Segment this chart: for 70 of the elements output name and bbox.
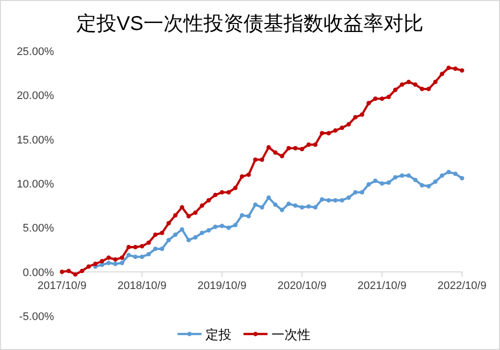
point — [313, 205, 318, 210]
point — [173, 232, 178, 237]
point — [320, 197, 324, 202]
point — [300, 205, 304, 210]
y-tick-label: 25.00% — [16, 46, 54, 58]
point — [200, 230, 204, 236]
point — [213, 224, 218, 229]
point — [353, 190, 358, 195]
point — [293, 203, 298, 208]
point — [180, 227, 184, 232]
point — [413, 178, 418, 182]
point — [140, 254, 144, 260]
point — [206, 228, 211, 233]
point — [153, 246, 158, 252]
point — [346, 195, 351, 200]
point — [253, 202, 258, 207]
point — [433, 180, 438, 184]
x-tick-label: 2022/10/9 — [438, 280, 486, 292]
x-tick-label: 2021/10/9 — [358, 280, 406, 292]
y-tick-label: 10.00% — [16, 178, 54, 190]
point — [133, 254, 138, 260]
y-tick-label: 0.00% — [22, 266, 54, 279]
y-tick-label: 5.00% — [22, 222, 54, 235]
point — [126, 252, 131, 258]
point — [106, 260, 111, 266]
point — [340, 198, 344, 202]
point — [446, 170, 451, 174]
point — [400, 173, 404, 178]
point — [420, 183, 424, 188]
point — [333, 198, 338, 202]
point — [366, 182, 371, 187]
point — [306, 204, 311, 209]
point — [113, 262, 118, 266]
point — [406, 173, 411, 178]
point — [193, 235, 198, 240]
point — [386, 180, 391, 185]
point — [426, 184, 431, 188]
point — [266, 195, 271, 200]
point — [246, 214, 251, 218]
point — [160, 246, 164, 252]
x-tick-label: 2017/10/9 — [38, 280, 86, 292]
point — [273, 202, 278, 207]
point — [393, 175, 398, 180]
x-tick-label: 2019/10/9 — [198, 280, 246, 292]
y-tick-label: 20.00% — [16, 90, 54, 102]
point — [280, 208, 284, 212]
legend-label: 一次性 — [272, 327, 310, 342]
point — [373, 178, 378, 184]
point — [360, 190, 364, 195]
point — [240, 213, 244, 218]
point — [220, 224, 224, 228]
point — [233, 222, 238, 228]
point — [186, 238, 191, 242]
y-tick-label: -5.00% — [19, 311, 54, 323]
x-tick-label: 2018/10/9 — [118, 280, 166, 292]
point — [146, 252, 151, 256]
point — [453, 172, 458, 176]
chart-title: 定投VS一次性投资债基指数收益率对比 — [76, 13, 424, 35]
point — [440, 173, 444, 178]
point — [460, 176, 464, 180]
point — [286, 202, 291, 206]
x-tick-label: 2020/10/9 — [278, 280, 326, 292]
point — [226, 225, 231, 230]
point — [380, 181, 384, 186]
point — [166, 238, 171, 242]
point — [120, 260, 124, 266]
legend-label: 定投 — [206, 327, 232, 342]
y-tick-label: 15.00% — [16, 134, 54, 146]
point — [326, 198, 331, 202]
point — [260, 205, 264, 210]
